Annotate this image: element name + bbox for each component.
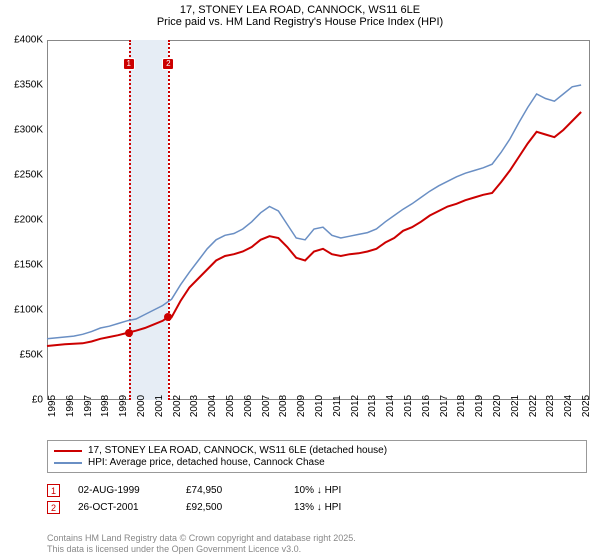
legend-swatch: [54, 450, 82, 452]
x-tick-label: 1998: [100, 395, 111, 417]
x-tick-label: 2000: [136, 395, 147, 417]
x-tick-label: 2010: [314, 395, 325, 417]
sales-row: 2 26-OCT-2001 £92,500 13% ↓ HPI: [47, 501, 587, 514]
x-tick-label: 2011: [332, 395, 343, 417]
sales-date: 02-AUG-1999: [78, 485, 168, 496]
title-line1: 17, STONEY LEA ROAD, CANNOCK, WS11 6LE: [0, 4, 600, 16]
x-tick-label: 2021: [510, 395, 521, 417]
y-tick-label: £200K: [14, 215, 43, 226]
sale-marker-label: 1: [123, 58, 135, 70]
x-tick-label: 2024: [563, 395, 574, 417]
y-tick-label: £50K: [20, 350, 43, 361]
sales-delta: 10% ↓ HPI: [294, 485, 384, 496]
sale-point: [125, 329, 133, 337]
chart-container: 17, STONEY LEA ROAD, CANNOCK, WS11 6LE P…: [0, 0, 600, 560]
x-tick-label: 2018: [456, 395, 467, 417]
legend-label: HPI: Average price, detached house, Cann…: [88, 457, 325, 468]
series-hpi: [47, 85, 581, 339]
x-tick-label: 2009: [296, 395, 307, 417]
y-tick-label: £350K: [14, 80, 43, 91]
legend-row: 17, STONEY LEA ROAD, CANNOCK, WS11 6LE (…: [54, 445, 580, 456]
legend-label: 17, STONEY LEA ROAD, CANNOCK, WS11 6LE (…: [88, 445, 387, 456]
x-tick-label: 1997: [83, 395, 94, 417]
x-tick-label: 2023: [545, 395, 556, 417]
x-tick-label: 2006: [243, 395, 254, 417]
x-axis: 1995199619971998199920002001200220032004…: [47, 402, 590, 437]
y-tick-label: £0: [32, 395, 43, 406]
legend-swatch: [54, 462, 82, 464]
y-tick-label: £100K: [14, 305, 43, 316]
x-tick-label: 2005: [225, 395, 236, 417]
y-tick-label: £400K: [14, 35, 43, 46]
title-block: 17, STONEY LEA ROAD, CANNOCK, WS11 6LE P…: [0, 0, 600, 28]
x-tick-label: 2001: [154, 395, 165, 417]
y-axis: £0£50K£100K£150K£200K£250K£300K£350K£400…: [0, 40, 45, 400]
y-tick-label: £300K: [14, 125, 43, 136]
y-tick-label: £250K: [14, 170, 43, 181]
sales-delta: 13% ↓ HPI: [294, 502, 384, 513]
x-tick-label: 2008: [278, 395, 289, 417]
x-tick-label: 2014: [385, 395, 396, 417]
x-tick-label: 2004: [207, 395, 218, 417]
sales-badge: 1: [47, 484, 60, 497]
x-tick-label: 2019: [474, 395, 485, 417]
legend-row: HPI: Average price, detached house, Cann…: [54, 457, 580, 468]
sales-price: £92,500: [186, 502, 276, 513]
footer-line2: This data is licensed under the Open Gov…: [47, 544, 356, 556]
x-tick-label: 1995: [47, 395, 58, 417]
footer-line1: Contains HM Land Registry data © Crown c…: [47, 533, 356, 545]
x-tick-label: 2020: [492, 395, 503, 417]
x-tick-label: 2003: [189, 395, 200, 417]
sale-point: [164, 313, 172, 321]
title-line2: Price paid vs. HM Land Registry's House …: [0, 16, 600, 28]
footer: Contains HM Land Registry data © Crown c…: [47, 533, 356, 556]
x-tick-label: 2015: [403, 395, 414, 417]
sales-date: 26-OCT-2001: [78, 502, 168, 513]
sales-price: £74,950: [186, 485, 276, 496]
y-tick-label: £150K: [14, 260, 43, 271]
sales-table: 1 02-AUG-1999 £74,950 10% ↓ HPI 2 26-OCT-2001…: [47, 480, 587, 518]
x-tick-label: 2013: [367, 395, 378, 417]
plot-area: 12: [47, 40, 590, 400]
x-tick-label: 2012: [350, 395, 361, 417]
x-tick-label: 2017: [439, 395, 450, 417]
legend: 17, STONEY LEA ROAD, CANNOCK, WS11 6LE (…: [47, 440, 587, 473]
x-tick-label: 2025: [581, 395, 592, 417]
sales-badge: 2: [47, 501, 60, 514]
x-tick-label: 2007: [261, 395, 272, 417]
x-tick-label: 2016: [421, 395, 432, 417]
sale-marker-label: 2: [162, 58, 174, 70]
line-series-svg: [47, 40, 590, 400]
x-tick-label: 2002: [172, 395, 183, 417]
x-tick-label: 1996: [65, 395, 76, 417]
x-tick-label: 1999: [118, 395, 129, 417]
sales-row: 1 02-AUG-1999 £74,950 10% ↓ HPI: [47, 484, 587, 497]
x-tick-label: 2022: [528, 395, 539, 417]
